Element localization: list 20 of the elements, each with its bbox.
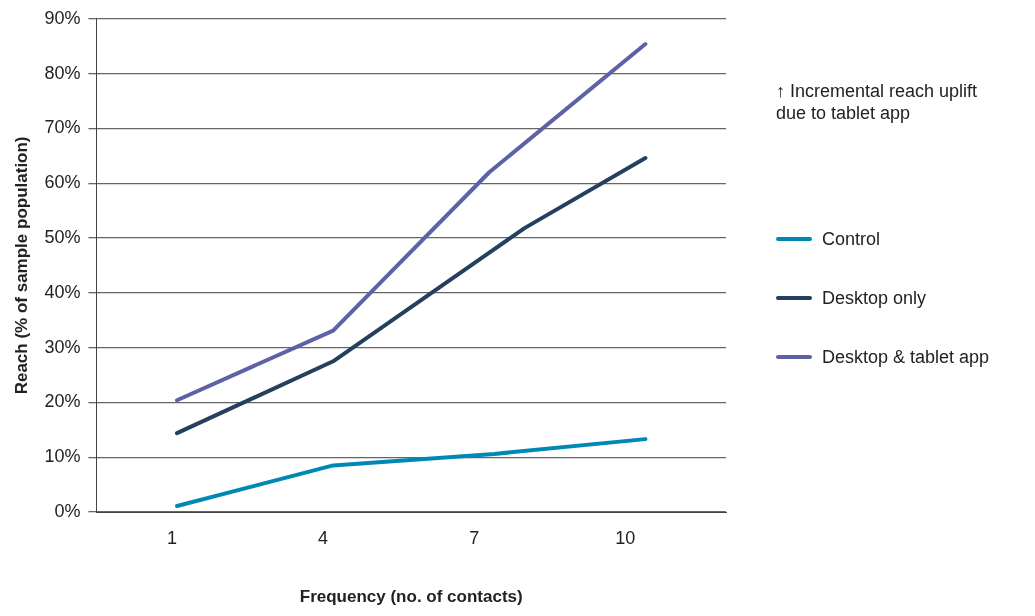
x-tick-label: 10 bbox=[615, 527, 636, 548]
y-tick-label: 10% bbox=[44, 446, 81, 467]
y-tick-label: 30% bbox=[44, 336, 81, 357]
y-tick-label: 20% bbox=[44, 391, 81, 412]
legend-label: Desktop & tablet app bbox=[822, 346, 990, 368]
legend-label: Desktop only bbox=[822, 287, 927, 309]
y-tick-label: 80% bbox=[44, 62, 81, 83]
x-tick-label: 4 bbox=[318, 527, 329, 548]
x-axis-title: Frequency (no. of contacts) bbox=[299, 587, 523, 607]
legend-label: Control bbox=[822, 228, 881, 250]
y-tick-label: 50% bbox=[44, 226, 81, 247]
y-tick-label: 70% bbox=[44, 117, 81, 138]
text: ↑ Incremental reach uplift due to tablet app bbox=[776, 80, 979, 124]
x-tick-label: 7 bbox=[469, 527, 480, 548]
y-tick-label: 0% bbox=[54, 500, 81, 521]
y-tick-label: 60% bbox=[44, 172, 81, 193]
x-tick-label: 1 bbox=[166, 527, 177, 548]
y-tick-label: 40% bbox=[44, 281, 81, 302]
y-axis-title: Reach (% of sample population) bbox=[11, 136, 31, 395]
y-tick-label: 90% bbox=[44, 7, 81, 28]
